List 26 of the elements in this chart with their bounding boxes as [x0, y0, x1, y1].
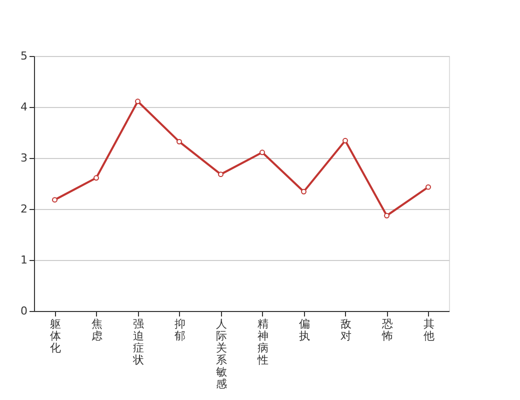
point [342, 138, 348, 144]
x-tick-label: 精神病性 [256, 318, 268, 366]
point [135, 98, 140, 104]
point [426, 184, 431, 190]
x-tick-label: 人际关系敏感 [216, 318, 227, 390]
x-tick-label: 偏执 [298, 318, 310, 342]
x-tick-label: 躯体化 [50, 318, 61, 354]
x-tick-label: 抑郁 [174, 318, 186, 342]
y-tick-label: 3 [20, 152, 28, 164]
point [260, 150, 265, 156]
x-tick-label: 强迫症状 [132, 318, 144, 366]
x-tick-label: 其他 [423, 318, 434, 342]
y-tick-label: 2 [20, 202, 28, 216]
y-tick-label: 4 [20, 100, 28, 114]
point [176, 138, 182, 144]
point [384, 212, 390, 218]
point [301, 188, 306, 194]
y-tick-label: 5 [20, 50, 28, 62]
point [94, 175, 99, 181]
x-tick-label: 恐怖 [380, 318, 393, 342]
point [52, 197, 58, 203]
point [218, 172, 224, 178]
x-tick-label: 敌对 [340, 318, 352, 342]
x-tick-label: 焦虑 [91, 318, 102, 342]
y-tick-label: 1 [20, 254, 28, 266]
y-tick-label: 0 [20, 304, 28, 318]
